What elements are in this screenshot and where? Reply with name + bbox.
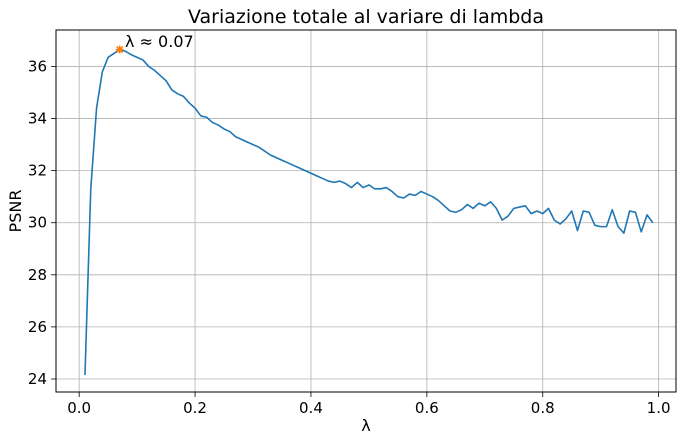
y-tick-label: 28 [28,266,47,284]
y-tick-label: 24 [28,370,47,388]
x-tick-label: 0.6 [415,399,439,417]
plot-area [84,45,654,376]
ticks: 0.0 0.2 0.4 0.6 0.8 1.0 24 26 28 30 32 34 36 [28,57,671,417]
grid [56,30,676,392]
x-tick-label: 0.2 [183,399,207,417]
x-tick-label: 0.8 [531,399,555,417]
series-line [84,48,654,376]
x-tick-label: 0.4 [299,399,323,417]
y-tick-label: 30 [28,214,47,232]
y-tick-label: 32 [28,162,47,180]
x-tick-label: 1.0 [647,399,671,417]
x-tick-label: 0.0 [67,399,91,417]
y-tick-label: 36 [28,57,47,75]
optimum-marker [115,45,124,54]
chart-title: Variazione totale al variare di lambda [188,6,544,28]
annotation-label: λ ≈ 0.07 [125,32,194,51]
x-axis-label: λ [361,416,370,435]
y-tick-label: 26 [28,318,47,336]
y-tick-label: 34 [28,110,47,128]
axes-frame [55,29,677,393]
y-axis-label: PSNR [6,190,25,233]
